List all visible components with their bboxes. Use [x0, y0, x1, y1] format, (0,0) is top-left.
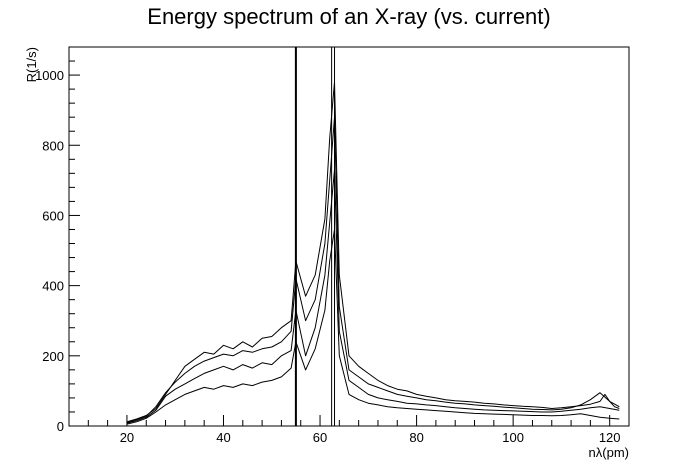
y-tick-label: 1000 [35, 68, 64, 83]
x-tick-label: 120 [599, 430, 621, 445]
x-tick-label: 100 [502, 430, 524, 445]
y-tick-label: 400 [42, 279, 64, 294]
plot-frame [68, 46, 630, 427]
y-tick-label: 0 [57, 419, 64, 434]
y-axis-label: R(1/s) [24, 47, 39, 82]
chart-title: Energy spectrum of an X-ray (vs. current… [147, 4, 551, 29]
y-tick-label: 800 [42, 138, 64, 153]
series-lines [126, 81, 620, 425]
x-tick-label: 60 [313, 430, 327, 445]
series-line-2 [126, 116, 620, 423]
series-line-3 [126, 169, 620, 424]
y-tick-label: 600 [42, 208, 64, 223]
x-axis-label: nλ(pm) [589, 445, 629, 460]
axis-ticks: 20 40 60 80 100 120 0 200 400 600 800 1000 [35, 46, 630, 445]
y-tick-label: 200 [42, 349, 64, 364]
x-tick-label: 40 [216, 430, 230, 445]
x-tick-label: 80 [409, 430, 423, 445]
series-line-4 [126, 229, 620, 425]
x-tick-label: 20 [120, 430, 134, 445]
series-line-1 [126, 81, 620, 423]
